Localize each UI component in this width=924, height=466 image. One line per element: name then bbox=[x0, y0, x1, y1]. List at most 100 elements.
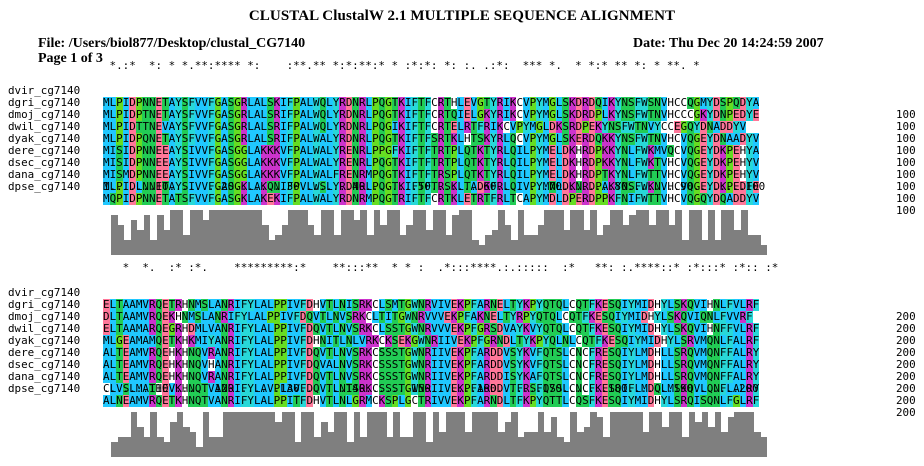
residue: Q bbox=[509, 181, 517, 193]
conservation-bar bbox=[616, 210, 623, 255]
residue: G bbox=[385, 169, 392, 181]
sequence-name: dpse_cg7140 bbox=[8, 382, 81, 395]
residue: D bbox=[647, 383, 655, 395]
residue: K bbox=[450, 181, 458, 193]
residue: G bbox=[693, 169, 701, 181]
conservation-histogram bbox=[111, 412, 768, 457]
page-indicator: Page 1 of 3 bbox=[38, 51, 103, 66]
residue: F bbox=[286, 121, 294, 133]
residue: K bbox=[175, 347, 182, 359]
residue: A bbox=[299, 193, 307, 205]
residue: K bbox=[398, 169, 405, 181]
residue: V bbox=[319, 371, 327, 383]
residue: K bbox=[398, 145, 405, 157]
residue: I bbox=[122, 145, 130, 157]
residue: V bbox=[680, 169, 688, 181]
residue: R bbox=[582, 169, 589, 181]
residue: N bbox=[188, 299, 195, 311]
residue: F bbox=[588, 383, 596, 395]
residue: S bbox=[700, 395, 707, 407]
residue: N bbox=[411, 311, 418, 323]
conservation-bar bbox=[143, 437, 151, 457]
sequence-residues: CLVSLMATHEVKHNQTVANRIFYLAVPLAVFDQVTLNTSR… bbox=[103, 383, 760, 398]
residue: F bbox=[188, 121, 195, 133]
residue: M bbox=[188, 311, 195, 323]
residue: T bbox=[319, 311, 327, 323]
residue: C bbox=[378, 335, 386, 347]
residue: Y bbox=[628, 299, 635, 311]
residue: T bbox=[470, 169, 478, 181]
residue: P bbox=[372, 157, 379, 169]
residue: I bbox=[234, 395, 241, 407]
residue: D bbox=[490, 383, 497, 395]
residue: A bbox=[129, 311, 136, 323]
residue: D bbox=[713, 109, 720, 121]
residue: V bbox=[523, 97, 530, 109]
residue: S bbox=[608, 383, 615, 395]
residue: E bbox=[601, 359, 609, 371]
residue: E bbox=[155, 97, 163, 109]
residue: N bbox=[418, 371, 425, 383]
residue: P bbox=[529, 193, 537, 205]
residue: L bbox=[247, 157, 254, 169]
residue: K bbox=[457, 347, 464, 359]
residue: I bbox=[490, 121, 497, 133]
residue: H bbox=[706, 323, 714, 335]
residue: D bbox=[306, 371, 313, 383]
residue: L bbox=[326, 181, 333, 193]
residue: D bbox=[496, 395, 504, 407]
residue: R bbox=[437, 97, 445, 109]
conservation-bar bbox=[314, 235, 321, 255]
residue: R bbox=[523, 383, 530, 395]
residue: L bbox=[326, 109, 333, 121]
residue: Q bbox=[536, 311, 543, 323]
residue: L bbox=[365, 121, 373, 133]
residue: V bbox=[450, 335, 458, 347]
conservation-bar bbox=[386, 210, 394, 255]
residue: W bbox=[411, 359, 418, 371]
consensus-line: *.:* *: * *.**:**** *: :**.** *:*:**:* *… bbox=[103, 59, 700, 72]
residue: F bbox=[188, 97, 195, 109]
residue: F bbox=[424, 145, 432, 157]
residue: R bbox=[148, 323, 156, 335]
conservation-bar bbox=[471, 412, 479, 457]
residue: N bbox=[608, 121, 615, 133]
residue: N bbox=[424, 335, 432, 347]
residue: G bbox=[234, 145, 241, 157]
residue: R bbox=[358, 395, 366, 407]
conservation-bar bbox=[373, 210, 381, 255]
residue: M bbox=[634, 395, 642, 407]
residue: L bbox=[267, 347, 274, 359]
residue: R bbox=[568, 121, 576, 133]
residue: L bbox=[457, 193, 464, 205]
conservation-bar bbox=[662, 210, 669, 255]
residue: F bbox=[299, 335, 307, 347]
residue: V bbox=[293, 347, 300, 359]
residue: L bbox=[365, 133, 373, 145]
residue: S bbox=[267, 133, 274, 145]
residue: N bbox=[142, 157, 149, 169]
residue: L bbox=[365, 109, 373, 121]
residue: H bbox=[667, 133, 674, 145]
residue: T bbox=[634, 121, 642, 133]
residue: Y bbox=[746, 169, 753, 181]
conservation-bar bbox=[537, 225, 545, 255]
residue: C bbox=[680, 109, 688, 121]
residue: L bbox=[628, 169, 635, 181]
residue: G bbox=[404, 359, 412, 371]
residue: Q bbox=[687, 133, 694, 145]
conservation-bar bbox=[347, 442, 354, 457]
residue: A bbox=[253, 133, 261, 145]
residue: V bbox=[523, 109, 530, 121]
residue: E bbox=[162, 169, 169, 181]
residue: L bbox=[306, 193, 313, 205]
residue: Q bbox=[575, 395, 583, 407]
residue: I bbox=[641, 299, 648, 311]
residue: C bbox=[568, 323, 576, 335]
residue: T bbox=[444, 121, 451, 133]
residue: C bbox=[673, 109, 681, 121]
residue: K bbox=[365, 299, 373, 311]
conservation-bar bbox=[465, 210, 472, 255]
residue: A bbox=[726, 193, 733, 205]
conservation-bar bbox=[721, 432, 728, 457]
